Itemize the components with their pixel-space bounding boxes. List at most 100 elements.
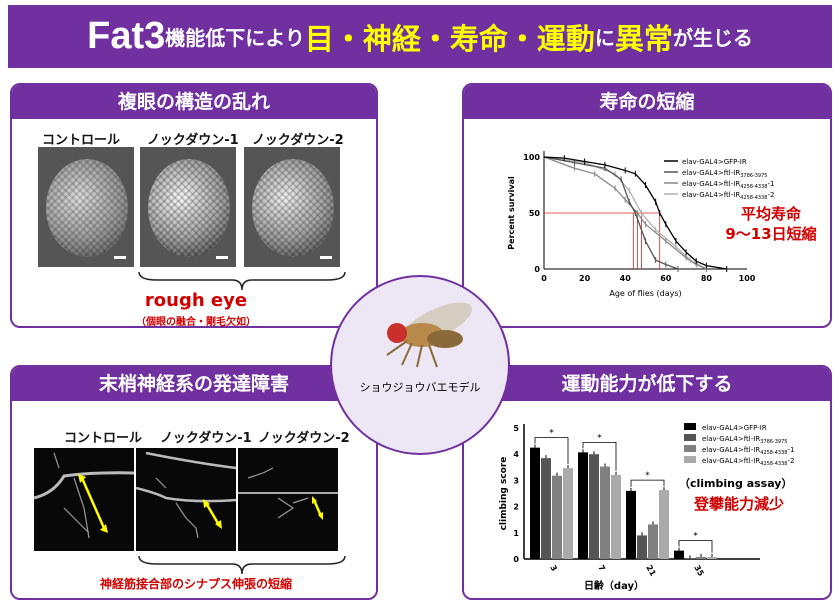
x-tick-label: 35 [692,564,706,579]
x-tick-label: 21 [644,564,658,579]
result-note: （個眼の融合・剛毛欠如） [136,317,256,328]
x-tick-label: 100 [739,274,756,283]
legend-label: elav-GAL4>ftl-IR4258-4338-2 [682,191,774,201]
bar [626,490,636,559]
x-tick-label: 3 [548,564,559,573]
panel-title: 末梢神経系の発達障害 [12,367,376,401]
legend-label: elav-GAL4>ftl-IR4258-4338-1 [702,446,794,456]
brace [138,271,346,291]
bar [589,454,599,559]
legend-suffix: -2 [767,191,774,199]
eye-image-knockdown-1 [140,147,236,267]
annotation-line2: 9～13日短縮 [725,225,817,243]
label-control: コントロール [42,133,121,148]
legend-suffix: -1 [767,180,774,188]
legend-sub: 3786-3975 [760,439,787,445]
legend-sub: 3786-3975 [740,173,767,179]
bar [685,558,695,559]
bar [611,474,621,559]
significance-bracket [678,540,713,553]
bar [541,458,551,559]
eye-image-control [38,147,134,267]
y-tick-label: 0 [534,265,540,274]
legend-label: elav-GAL4>GFP-IR [702,424,767,432]
y-tick-label: 2 [513,503,519,512]
panel-title: 運動能力が低下する [464,367,830,401]
y-tick-label: 50 [529,209,541,218]
legend-swatch [684,423,696,430]
legend-sub: 4258-4338 [760,461,787,467]
significance-star: * [597,433,602,443]
annotation: 登攀能力減少 [693,495,784,513]
y-tick-label: 4 [513,450,519,459]
nerve-image-knockdown-1 [135,448,237,551]
legend-swatch [684,434,696,441]
climbing-chart: 0 1 2 3 4 5 climbing score * 3 * 7 * 21 * 35 日齢（day） ela… [499,423,794,592]
fruit-fly-icon [386,302,472,368]
y-tick-label: 1 [513,529,519,538]
bar [696,556,706,559]
x-tick-label: 20 [579,274,591,283]
legend-sub: 4258-4338 [760,450,787,456]
center-label: ショウジョウバエモデル [359,381,481,394]
y-axis-label: climbing score [499,457,509,531]
bar [563,468,573,559]
motor-panel: 運動能力が低下する 0 1 2 3 4 5 climbing score * 3 * 7 * 21 * 35… [462,365,832,600]
bar [530,447,540,559]
bar [648,524,658,559]
title-text: が生じる [672,26,753,50]
annotation-line1: 平均寿命 [740,205,801,223]
x-axis-label: Age of flies (days) [609,289,681,298]
eye-panel: 複眼の構造の乱れ コントロール ノックダウン-1 ノックダウン-2 rough … [10,83,378,328]
assay-label: （climbing assay） [679,477,793,490]
result-text: 神経筋接合部のシナプス伸張の短縮 [99,577,292,591]
legend-label: elav-GAL4>ftl-IR3786-3975 [702,435,787,445]
y-tick-label: 0 [513,555,519,564]
label-knockdown-1: ノックダウン-1 [160,431,252,446]
legend-swatch [684,456,696,463]
bar [552,475,562,559]
nerve-image-control [33,448,135,551]
bar [707,556,717,559]
title-text: に [594,26,615,50]
legend-suffix: -1 [787,446,794,454]
title-text: 機能低下により [165,26,305,50]
legend-swatch [684,445,696,452]
y-tick-label: 100 [523,153,540,162]
label-control: コントロール [64,431,143,446]
legend-sub: 4258-4338 [740,195,767,201]
significance-star: * [645,471,650,481]
eye-image-knockdown-2 [244,147,340,267]
panel-title: 寿命の短縮 [464,85,830,119]
label-knockdown-2: ノックダウン-2 [252,133,344,148]
significance-bracket [582,441,617,471]
legend-label: elav-GAL4>ftl-IR4258-4338-1 [682,180,774,190]
center-circle: ショウジョウバエモデル [330,275,510,455]
legend-sub: 4258-4338 [740,184,767,190]
bar [659,490,669,559]
nerve-panel: 末梢神経系の発達障害 コントロール ノックダウン-1 ノックダウン-2 神経筋接… [10,365,378,600]
nerve-image-knockdown-2 [238,448,338,551]
significance-star: * [693,532,698,542]
header-banner: Fat3 機能低下により 目・神経・寿命・運動 に 異常 が生じる [8,5,832,68]
bar [600,466,610,559]
x-tick-label: 0 [541,274,547,283]
label-knockdown-1: ノックダウン-1 [147,133,239,148]
bar [578,452,588,559]
label-knockdown-2: ノックダウン-2 [258,431,350,446]
title-highlight: 目・神経・寿命・運動 [304,21,595,56]
brace [138,555,346,575]
bar [674,550,684,559]
x-tick-label: 7 [596,564,607,573]
x-tick-label: 40 [620,274,632,283]
title-highlight: 異常 [614,21,673,56]
lifespan-panel: 寿命の短縮 0 20 40 60 80 100 0 50 100 Age of flies (da… [462,83,832,328]
title-fat3: Fat3 [87,15,166,57]
survival-line [543,156,679,270]
panel-title: 複眼の構造の乱れ [12,85,376,119]
y-axis-label: Percent survival [507,176,516,250]
legend-suffix: -2 [787,457,794,465]
y-tick-label: 5 [513,424,519,433]
x-tick-label: 60 [660,274,672,283]
significance-bracket [630,479,665,487]
